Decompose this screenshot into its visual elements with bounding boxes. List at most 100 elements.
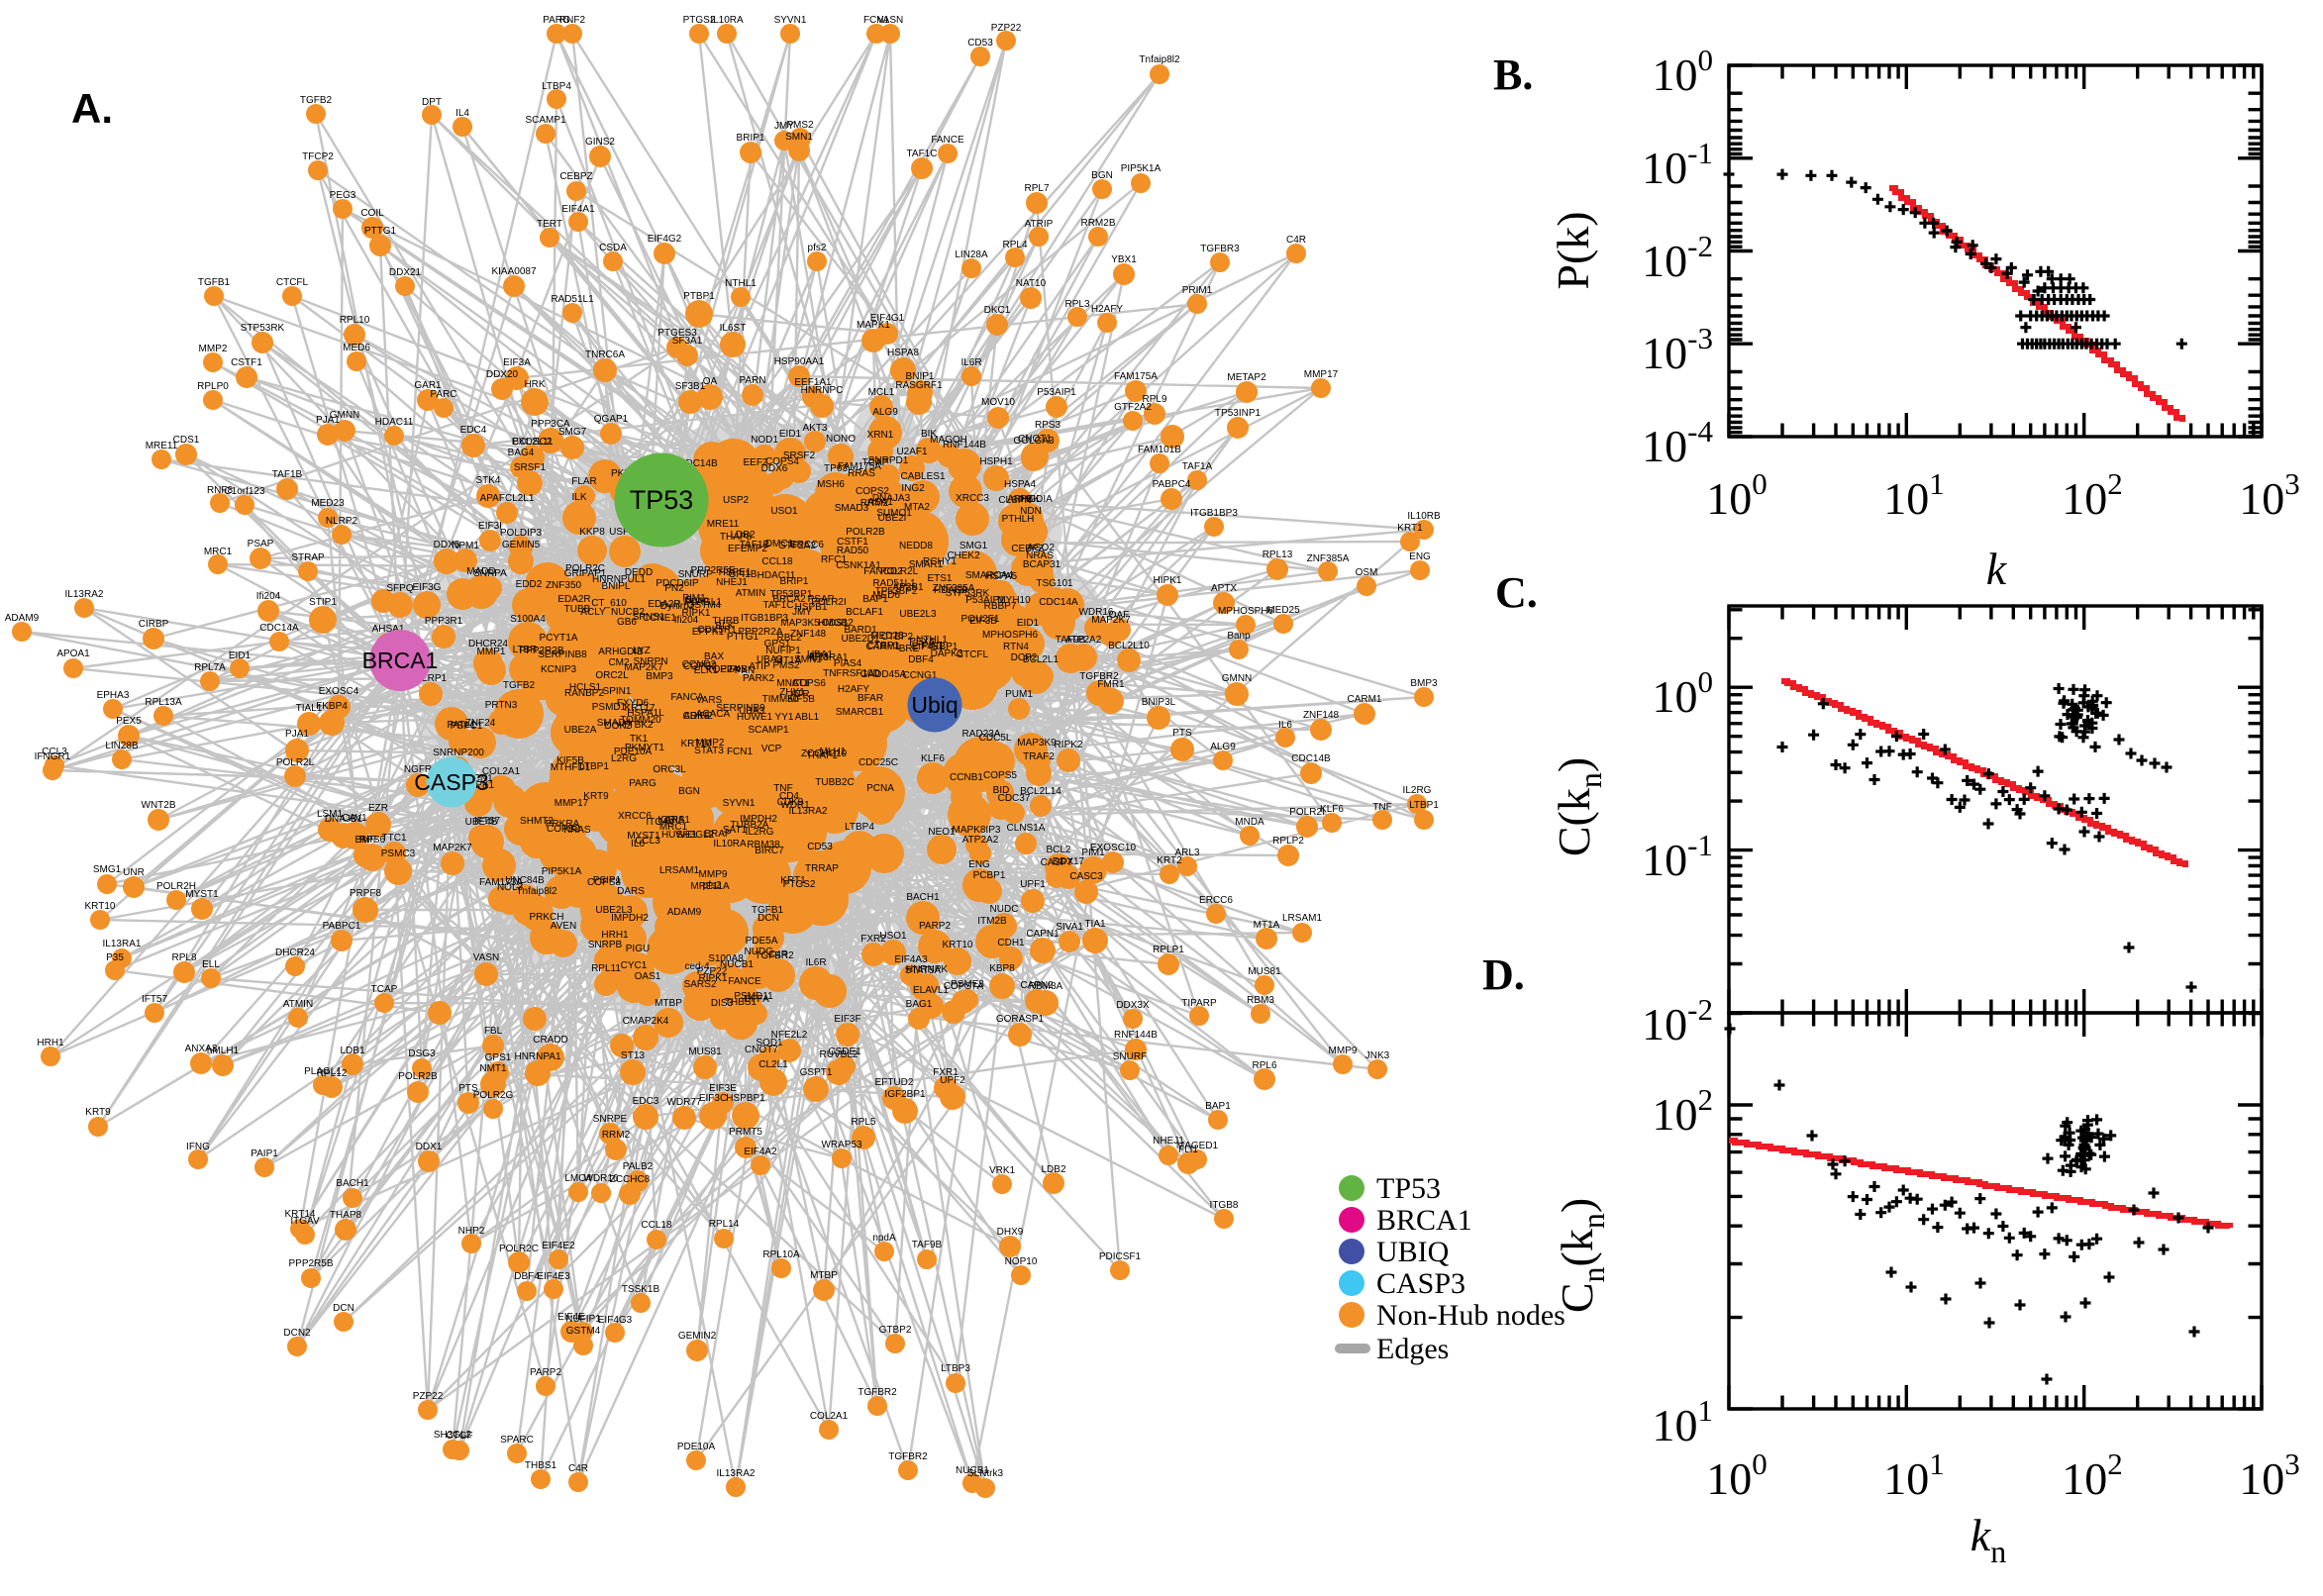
- svg-text:WRAP53: WRAP53: [821, 1140, 862, 1150]
- svg-text:HDAC11: HDAC11: [375, 417, 414, 428]
- svg-text:ATP2A2: ATP2A2: [1065, 635, 1102, 646]
- svg-text:PCNA: PCNA: [866, 783, 894, 794]
- svg-text:NEO1: NEO1: [928, 827, 956, 838]
- svg-text:RASGRF1: RASGRF1: [895, 380, 943, 391]
- svg-text:EIF4G1: EIF4G1: [870, 313, 905, 324]
- svg-text:PDICSF1: PDICSF1: [1099, 1251, 1142, 1262]
- svg-text:DDX17: DDX17: [1053, 856, 1085, 867]
- svg-text:Ifi204: Ifi204: [674, 615, 699, 626]
- svg-text:100: 100: [1706, 1446, 1768, 1504]
- svg-text:PTS: PTS: [1172, 728, 1192, 739]
- svg-text:ADAM9: ADAM9: [5, 613, 40, 624]
- svg-text:NUCB1: NUCB1: [720, 959, 754, 970]
- svg-text:CDS1: CDS1: [173, 435, 200, 446]
- svg-text:BMF: BMF: [354, 835, 375, 846]
- svg-text:ZNF385A: ZNF385A: [1307, 553, 1350, 564]
- svg-text:PPP2R2A: PPP2R2A: [738, 627, 782, 638]
- svg-text:BIRC7: BIRC7: [755, 846, 784, 856]
- svg-text:IL10RA: IL10RA: [713, 839, 747, 849]
- svg-text:TP53: TP53: [1376, 1172, 1441, 1205]
- svg-text:RIPK2: RIPK2: [1055, 740, 1083, 750]
- svg-text:IL6ST: IL6ST: [720, 323, 747, 334]
- svg-text:RNF144B: RNF144B: [1114, 1030, 1158, 1041]
- svg-text:JMY: JMY: [792, 607, 812, 618]
- svg-text:DNAJA3: DNAJA3: [872, 493, 911, 504]
- svg-text:MLH1: MLH1: [820, 747, 847, 757]
- svg-text:CSDA: CSDA: [599, 243, 627, 253]
- svg-text:VCP: VCP: [761, 744, 782, 754]
- svg-text:TFCP2: TFCP2: [302, 151, 334, 162]
- svg-text:EIF3C: EIF3C: [699, 1093, 727, 1104]
- svg-text:P(k): P(k): [1548, 211, 1598, 289]
- svg-text:ATM: ATM: [808, 651, 828, 662]
- svg-text:SARS2: SARS2: [684, 979, 717, 990]
- svg-text:GSTM4: GSTM4: [566, 1326, 601, 1337]
- svg-text:TIA1: TIA1: [1084, 919, 1106, 930]
- svg-text:101: 101: [1653, 1393, 1714, 1450]
- svg-text:TOMM20: TOMM20: [620, 715, 661, 726]
- svg-text:XRN1: XRN1: [867, 430, 894, 441]
- svg-text:ORC2L: ORC2L: [595, 670, 629, 681]
- svg-text:ITGAV: ITGAV: [646, 817, 675, 828]
- svg-text:Non-Hub nodes: Non-Hub nodes: [1376, 1299, 1566, 1332]
- svg-text:UPF2: UPF2: [940, 1075, 965, 1086]
- svg-text:ASA1: ASA1: [867, 497, 893, 508]
- svg-text:EXOSC4: EXOSC4: [319, 686, 359, 697]
- svg-text:SHMT2: SHMT2: [520, 816, 554, 827]
- svg-text:HDAC8: HDAC8: [934, 585, 967, 596]
- svg-text:DDX20: DDX20: [486, 369, 519, 380]
- svg-text:Banp: Banp: [685, 595, 709, 606]
- svg-text:TNF: TNF: [773, 783, 792, 794]
- svg-text:NUCB2: NUCB2: [611, 607, 645, 618]
- svg-text:LIN28A: LIN28A: [955, 249, 988, 260]
- svg-text:ELL: ELL: [202, 959, 220, 970]
- svg-text:PARK2: PARK2: [743, 673, 774, 684]
- svg-text:MMP17: MMP17: [555, 798, 589, 809]
- svg-text:HNRNPC: HNRNPC: [801, 385, 844, 396]
- svg-text:KRT9: KRT9: [583, 791, 609, 802]
- svg-text:SPARC: SPARC: [500, 1435, 534, 1446]
- svg-text:H2AFY: H2AFY: [838, 684, 870, 695]
- svg-text:hMLH1: hMLH1: [207, 1046, 240, 1056]
- svg-text:TTC1: TTC1: [382, 833, 407, 844]
- svg-text:BCLAF1: BCLAF1: [846, 607, 883, 618]
- svg-text:EID1: EID1: [1017, 618, 1040, 629]
- svg-text:FCN1: FCN1: [863, 15, 890, 26]
- svg-text:RPL7A: RPL7A: [194, 662, 226, 673]
- svg-text:RPS6: RPS6: [359, 835, 386, 846]
- svg-text:NUCB1: NUCB1: [956, 1465, 989, 1476]
- svg-text:PRIM1: PRIM1: [1182, 285, 1213, 296]
- svg-text:TTBK2: TTBK2: [622, 720, 654, 731]
- svg-text:ANXA3: ANXA3: [185, 1044, 218, 1054]
- svg-text:MMP17: MMP17: [1304, 369, 1339, 380]
- svg-text:COPS4: COPS4: [765, 456, 799, 467]
- svg-text:PRMT5: PRMT5: [729, 1127, 762, 1138]
- svg-text:VARS: VARS: [696, 695, 723, 706]
- svg-text:CDK5R1: CDK5R1: [697, 625, 737, 636]
- svg-text:PXN: PXN: [735, 665, 756, 676]
- svg-text:SMN1: SMN1: [785, 132, 813, 143]
- svg-text:PSMD1: PSMD1: [592, 702, 627, 713]
- svg-text:STAT3: STAT3: [694, 746, 724, 756]
- svg-text:GPS1: GPS1: [764, 639, 791, 649]
- svg-text:103: 103: [2239, 1446, 2300, 1504]
- svg-text:PIM1: PIM1: [1081, 848, 1105, 858]
- svg-text:H2AFY: H2AFY: [1091, 304, 1124, 315]
- svg-text:EIF3F: EIF3F: [834, 1014, 860, 1025]
- svg-text:UBA3: UBA3: [739, 706, 765, 717]
- svg-text:NFE2L2: NFE2L2: [771, 1030, 808, 1041]
- svg-text:NPM1: NPM1: [452, 541, 479, 551]
- svg-text:IFNGR1: IFNGR1: [35, 751, 71, 762]
- svg-text:EDC4: EDC4: [460, 425, 487, 436]
- svg-text:UBIQ: UBIQ: [1376, 1236, 1450, 1268]
- svg-text:IL4: IL4: [455, 108, 469, 119]
- svg-text:ATIP: ATIP: [749, 661, 770, 672]
- svg-text:COL2A1: COL2A1: [810, 1411, 849, 1422]
- svg-text:COPS8: COPS8: [587, 877, 621, 888]
- svg-text:KRT10: KRT10: [681, 739, 712, 749]
- svg-text:TERT: TERT: [537, 219, 562, 230]
- svg-text:MED25: MED25: [1266, 605, 1300, 616]
- svg-text:BRIP1: BRIP1: [780, 576, 809, 587]
- svg-text:PABPC4: PABPC4: [1153, 479, 1191, 490]
- svg-text:ZNF24: ZNF24: [465, 718, 496, 729]
